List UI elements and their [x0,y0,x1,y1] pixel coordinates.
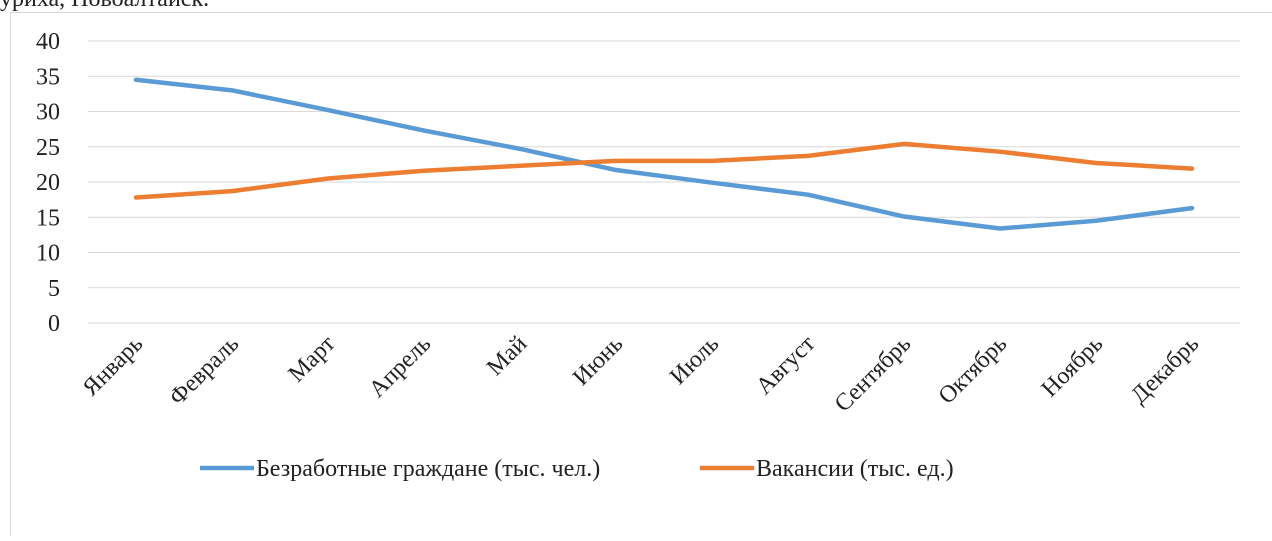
caption: уриха, Новоалтайск. [0,0,209,12]
y-tick-label: 20 [36,170,60,196]
y-tick-label: 5 [48,276,60,302]
y-tick-label: 15 [36,205,60,231]
y-tick-label: 25 [36,135,60,161]
legend-label: Безработные граждане (тыс. чел.) [256,456,600,482]
y-tick-label: 35 [36,64,60,90]
y-tick-label: 30 [36,100,60,126]
y-tick-label: 10 [36,241,60,267]
chart-frame [11,13,1272,537]
y-tick-label: 0 [48,311,60,337]
y-tick-label: 40 [36,29,60,55]
legend-label: Вакансии (тыс. ед.) [756,456,954,482]
